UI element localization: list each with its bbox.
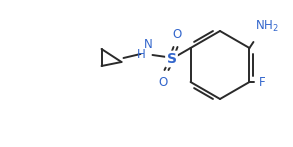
Text: N: N xyxy=(144,38,153,51)
Text: S: S xyxy=(166,52,176,66)
Text: H: H xyxy=(137,47,146,61)
Text: F: F xyxy=(258,76,265,88)
Text: NH$_2$: NH$_2$ xyxy=(255,19,279,34)
Text: O: O xyxy=(158,76,167,89)
Text: O: O xyxy=(172,28,181,41)
